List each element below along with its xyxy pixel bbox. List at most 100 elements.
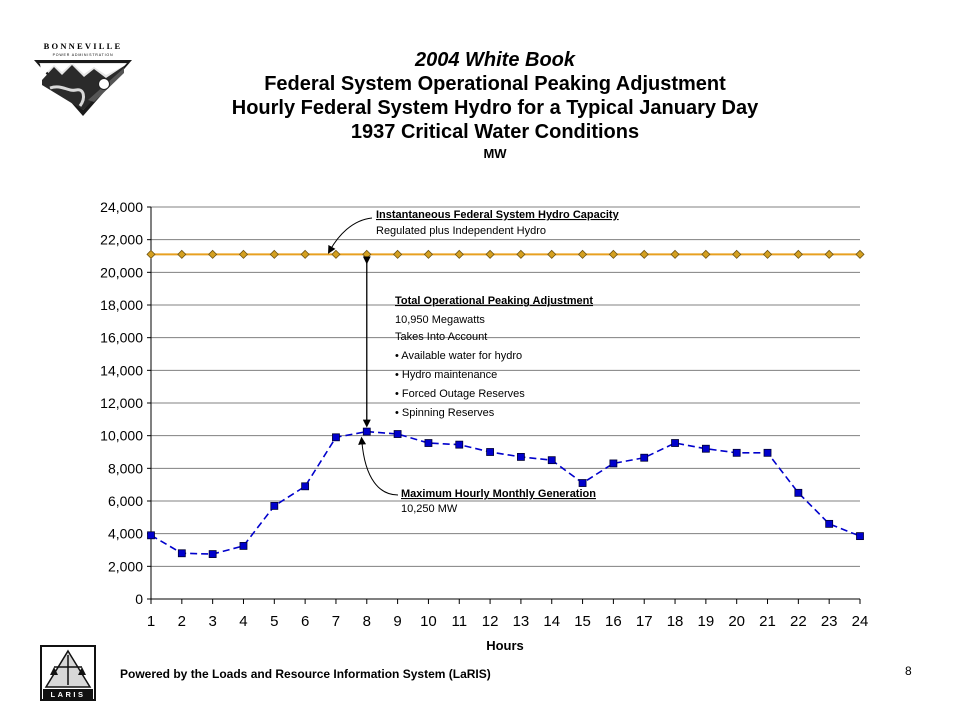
adjustment-annotation-bullet: • Forced Outage Reserves xyxy=(395,388,525,400)
x-tick-label: 16 xyxy=(605,613,622,630)
capacity-point xyxy=(577,249,588,259)
chart-title-year: 2004 White Book xyxy=(414,49,576,71)
generation-point xyxy=(763,448,772,457)
y-tick-label: 12,000 xyxy=(100,395,143,411)
generation-point xyxy=(393,430,402,438)
chart-unit: MW xyxy=(483,146,507,161)
capacity-point xyxy=(362,249,372,259)
laris-logo: LARIS xyxy=(40,645,96,701)
chart-title-sub: Hourly Federal System Hydro for a Typica… xyxy=(231,97,759,119)
x-tick-label: 1 xyxy=(147,613,155,630)
x-tick-label: 4 xyxy=(239,613,247,630)
capacity-point xyxy=(855,249,865,259)
generation-point xyxy=(517,452,525,461)
x-tick-label: 11 xyxy=(451,613,467,630)
page-number: 8 xyxy=(905,664,912,678)
generation-point xyxy=(547,456,556,465)
x-tick-label: 13 xyxy=(513,613,530,630)
capacity-point xyxy=(670,249,680,259)
capacity-point xyxy=(762,249,773,259)
x-tick-label: 21 xyxy=(759,613,776,630)
adjustment-annotation-title: Total Operational Peaking Adjustment xyxy=(395,295,593,307)
capacity-point xyxy=(177,249,187,259)
capacity-point xyxy=(485,249,495,259)
grid-lines xyxy=(151,206,860,567)
capacity-point xyxy=(146,249,156,259)
max-generation-annotation-title: Maximum Hourly Monthly Generation xyxy=(401,488,596,500)
capacity-point xyxy=(238,249,249,259)
generation-point xyxy=(455,440,464,449)
generation-point xyxy=(332,433,340,442)
x-tick-label: 19 xyxy=(698,613,715,630)
x-axis-label: Hours xyxy=(486,638,524,653)
x-axis: 1 2 3 4 5 6 7 8 9 10 11 12 13 14 15 16 17 18 19 20 21 22 23 24 xyxy=(147,598,869,630)
x-tick-label: 10 xyxy=(420,613,437,630)
y-tick-label: 10,000 xyxy=(100,428,143,444)
bonneville-logo-text: BONNEVILLE xyxy=(44,41,123,51)
capacity-point xyxy=(208,249,218,259)
generation-point xyxy=(701,444,710,453)
x-tick-label: 22 xyxy=(790,613,807,630)
generation-point xyxy=(732,448,741,457)
y-tick-label: 24,000 xyxy=(100,199,143,215)
y-tick-label: 20,000 xyxy=(100,264,143,280)
logo-mountains xyxy=(42,65,124,110)
generation-point xyxy=(239,542,248,550)
x-tick-label: 18 xyxy=(667,613,684,630)
adjustment-annotation-value: 10,950 Megawatts xyxy=(395,314,485,326)
generation-point xyxy=(486,448,494,456)
x-tick-label: 6 xyxy=(301,613,309,630)
adjustment-annotation-bullet: • Hydro maintenance xyxy=(395,369,497,381)
capacity-point xyxy=(547,249,557,259)
logo-river xyxy=(49,85,85,107)
y-tick-label: 14,000 xyxy=(100,362,143,378)
capacity-point xyxy=(300,249,310,259)
x-tick-label: 14 xyxy=(543,613,560,630)
x-tick-label: 12 xyxy=(482,613,499,630)
generation-point xyxy=(208,550,217,558)
y-tick-label: 6,000 xyxy=(108,493,143,509)
capacity-point xyxy=(824,249,834,259)
max-generation-annotation-value: 10,250 MW xyxy=(401,503,458,515)
chart-title-conditions: 1937 Critical Water Conditions xyxy=(350,121,640,143)
logo-sky xyxy=(40,63,126,77)
generation-point xyxy=(270,501,279,510)
capacity-point xyxy=(793,249,803,259)
capacity-point xyxy=(331,249,341,259)
generation-point xyxy=(609,459,618,468)
footer-text: Powered by the Loads and Resource Inform… xyxy=(120,667,491,681)
generation-point xyxy=(301,482,310,491)
x-tick-label: 9 xyxy=(393,613,401,630)
series-layer xyxy=(146,249,865,558)
generation-point xyxy=(362,427,371,436)
x-tick-label: 5 xyxy=(270,613,278,630)
title-block: 2004 White Book Federal System Operation… xyxy=(130,48,860,162)
capacity-point xyxy=(608,249,618,259)
capacity-point xyxy=(516,249,526,259)
capacity-annotation-arrow xyxy=(328,217,373,254)
y-tick-label: 2,000 xyxy=(108,558,143,574)
generation-point xyxy=(671,439,679,447)
laris-logo-text: LARIS xyxy=(51,690,86,699)
x-tick-label: 2 xyxy=(178,613,186,630)
laris-logo-band xyxy=(43,689,93,699)
y-axis: 0 2,000 4,000 6,000 8,000 10,000 12,000 14,000 1… xyxy=(100,199,152,607)
capacity-point xyxy=(269,249,279,259)
capacity-point xyxy=(454,249,464,259)
generation-point xyxy=(825,519,834,528)
x-tick-label: 24 xyxy=(852,613,869,630)
y-tick-label: 0 xyxy=(135,591,143,607)
capacity-point xyxy=(423,249,434,259)
adjustment-annotation-bullet: • Spinning Reserves xyxy=(395,407,495,419)
x-tick-label: 17 xyxy=(636,613,653,630)
x-tick-label: 15 xyxy=(574,613,591,630)
x-tick-label: 8 xyxy=(363,613,371,630)
adjustment-annotation-bullet: • Available water for hydro xyxy=(395,350,522,362)
x-tick-label: 20 xyxy=(728,613,745,630)
capacity-point xyxy=(732,249,742,259)
y-tick-label: 4,000 xyxy=(108,526,143,542)
y-tick-label: 16,000 xyxy=(100,330,143,346)
generation-point xyxy=(578,479,587,487)
generation-point xyxy=(794,488,803,497)
